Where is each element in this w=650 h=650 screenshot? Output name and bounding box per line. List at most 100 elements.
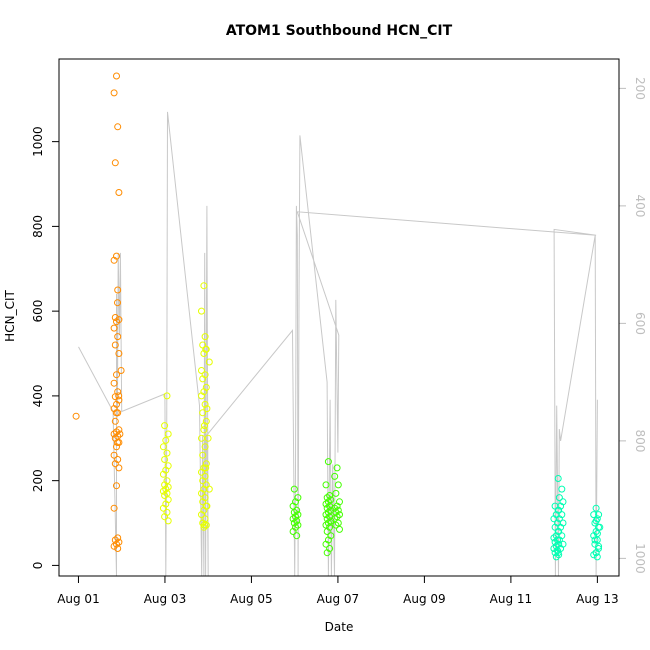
x-tick-label: Aug 11 bbox=[490, 592, 533, 606]
data-point bbox=[555, 494, 563, 502]
data-point bbox=[332, 489, 340, 497]
y-tick-label: 0 bbox=[31, 562, 45, 570]
data-point bbox=[595, 542, 603, 550]
x-tick-label: Aug 05 bbox=[230, 592, 273, 606]
right-tick-label: 1000 bbox=[633, 543, 647, 574]
data-point bbox=[161, 422, 169, 430]
data-point bbox=[199, 451, 207, 459]
data-point bbox=[110, 451, 118, 459]
data-point bbox=[201, 521, 208, 529]
data-point bbox=[327, 496, 335, 504]
data-point bbox=[322, 481, 330, 489]
data-point bbox=[326, 545, 334, 552]
data-point bbox=[115, 538, 123, 546]
data-point bbox=[593, 553, 601, 561]
data-point bbox=[114, 286, 122, 294]
data-point bbox=[163, 489, 171, 497]
data-point bbox=[200, 426, 208, 434]
data-point bbox=[113, 371, 120, 379]
right-tick-label: 800 bbox=[633, 429, 647, 452]
data-point bbox=[202, 417, 210, 425]
data-point bbox=[115, 316, 123, 324]
data-point bbox=[111, 159, 119, 167]
data-point bbox=[111, 341, 119, 349]
y-axis-label: HCN_CIT bbox=[3, 290, 17, 342]
data-point bbox=[201, 472, 209, 480]
data-point bbox=[110, 379, 118, 387]
data-point bbox=[555, 540, 563, 548]
data-point bbox=[590, 511, 598, 519]
right-tick-label: 400 bbox=[633, 194, 647, 217]
data-point bbox=[290, 485, 298, 493]
data-point bbox=[115, 464, 123, 472]
data-point bbox=[164, 462, 172, 470]
data-point bbox=[292, 523, 299, 531]
data-point bbox=[327, 517, 335, 525]
data-point bbox=[294, 521, 302, 529]
data-point bbox=[336, 511, 343, 519]
data-point bbox=[110, 504, 118, 512]
data-point bbox=[159, 443, 167, 451]
y-tick-label: 400 bbox=[31, 384, 45, 407]
data-point bbox=[201, 494, 209, 502]
data-point bbox=[113, 252, 120, 260]
data-point bbox=[161, 456, 169, 463]
data-point bbox=[115, 426, 123, 434]
data-point bbox=[322, 511, 330, 519]
data-point bbox=[558, 511, 566, 519]
data-point bbox=[163, 508, 171, 516]
data-point bbox=[558, 532, 566, 540]
data-point bbox=[114, 456, 122, 463]
data-point bbox=[72, 412, 80, 420]
y-tick-label: 1000 bbox=[31, 126, 45, 157]
plot-frame bbox=[58, 58, 620, 577]
data-point bbox=[199, 409, 207, 417]
data-point bbox=[198, 367, 205, 374]
data-point bbox=[114, 123, 122, 131]
data-point bbox=[559, 498, 567, 506]
data-point bbox=[201, 400, 209, 408]
data-point bbox=[164, 430, 172, 438]
data-point bbox=[162, 436, 170, 444]
data-point bbox=[114, 534, 122, 542]
data-point bbox=[333, 464, 341, 472]
data-point bbox=[591, 536, 599, 544]
data-point bbox=[163, 477, 171, 485]
data-point bbox=[114, 388, 122, 396]
right-tick-label: 600 bbox=[633, 312, 647, 335]
data-point bbox=[334, 506, 342, 514]
y-tick-label: 600 bbox=[31, 300, 45, 323]
data-point bbox=[110, 324, 118, 332]
track-layer bbox=[78, 111, 598, 577]
data-point bbox=[294, 511, 302, 519]
data-point bbox=[336, 498, 343, 506]
data-point bbox=[558, 485, 566, 493]
x-tick-label: Aug 09 bbox=[403, 592, 446, 606]
data-point bbox=[117, 367, 125, 374]
data-point bbox=[205, 358, 213, 366]
data-point bbox=[201, 422, 208, 430]
data-point bbox=[595, 545, 602, 552]
data-point bbox=[592, 549, 600, 557]
x-tick-label: Aug 13 bbox=[576, 592, 619, 606]
data-point bbox=[322, 500, 330, 508]
data-point bbox=[202, 460, 210, 468]
data-point bbox=[550, 545, 558, 552]
data-point bbox=[293, 532, 301, 540]
data-point bbox=[198, 307, 205, 315]
data-point bbox=[115, 392, 123, 400]
data-point bbox=[110, 89, 118, 97]
data-point bbox=[113, 482, 120, 490]
data-point bbox=[293, 506, 301, 514]
data-point bbox=[114, 439, 121, 446]
data-point bbox=[111, 314, 119, 321]
data-point bbox=[112, 409, 120, 417]
data-point bbox=[113, 72, 120, 80]
data-point bbox=[203, 405, 211, 413]
data-point bbox=[111, 417, 119, 425]
data-point bbox=[293, 517, 301, 525]
data-point bbox=[326, 492, 334, 499]
data-point bbox=[200, 282, 208, 290]
data-point bbox=[202, 345, 210, 353]
